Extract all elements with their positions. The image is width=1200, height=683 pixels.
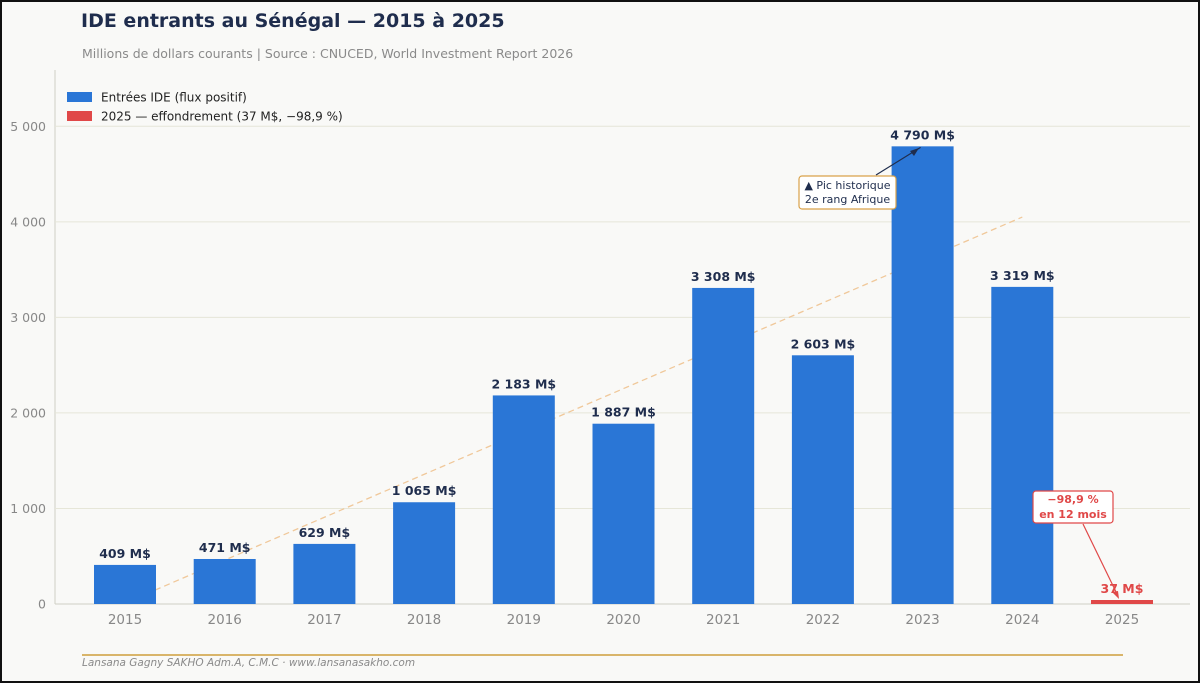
annotation-text-peak-line1: ▲ Pic historique xyxy=(804,179,890,192)
x-tick-label-2019: 2019 xyxy=(507,612,541,628)
annotation-arrowhead-peak xyxy=(910,148,919,156)
legend-label: Entrées IDE (flux positif) xyxy=(101,91,247,105)
bar-2018 xyxy=(393,502,456,604)
x-tick-label-2023: 2023 xyxy=(905,612,939,628)
bar-2022 xyxy=(791,355,854,604)
value-label-2016: 471 M$ xyxy=(199,540,251,555)
annotation-text-collapse-line2: en 12 mois xyxy=(1039,508,1107,521)
y-tick-label: 2 000 xyxy=(10,405,46,420)
y-tick-label: 5 000 xyxy=(10,119,46,134)
annotation-box-peak xyxy=(798,175,897,210)
footer-rule xyxy=(82,654,1123,656)
value-label-2019: 2 183 M$ xyxy=(491,376,556,391)
x-tick-label-2021: 2021 xyxy=(706,612,740,628)
x-tick-label-2017: 2017 xyxy=(307,612,341,628)
bar-2015 xyxy=(94,564,156,604)
chart-title: IDE entrants au Sénégal — 2015 à 2025 xyxy=(81,10,505,32)
legend-label: 2025 — effondrement (37 M$, −98,9 %) xyxy=(101,110,343,124)
value-label-2020: 1 887 M$ xyxy=(591,405,656,420)
value-label-2021: 3 308 M$ xyxy=(691,269,756,284)
bar-2024 xyxy=(991,286,1054,604)
bar-2025 xyxy=(1091,600,1153,604)
legend-swatch xyxy=(67,92,92,102)
value-label-2022: 2 603 M$ xyxy=(791,336,856,351)
annotation-arrow-collapse xyxy=(1082,523,1119,597)
value-label-2017: 629 M$ xyxy=(299,525,351,540)
bar-2021 xyxy=(692,287,755,604)
y-tick-label: 1 000 xyxy=(10,501,46,516)
value-label-2018: 1 065 M$ xyxy=(392,483,457,498)
value-label-2024: 3 319 M$ xyxy=(990,268,1055,283)
footer-credit: Lansana Gagny SAKHO Adm.A, C.M.C · www.l… xyxy=(82,657,416,669)
value-label-2023: 4 790 M$ xyxy=(890,127,955,142)
x-tick-label-2024: 2024 xyxy=(1005,612,1039,628)
value-label-2025: 37 M$ xyxy=(1101,581,1144,596)
x-tick-label-2015: 2015 xyxy=(108,612,142,628)
trend-line xyxy=(154,216,1023,591)
bar-2020 xyxy=(592,423,655,604)
annotation-arrowhead-collapse xyxy=(1112,591,1119,599)
annotation-text-peak-line2: 2e rang Afrique xyxy=(805,193,891,206)
y-tick-label: 3 000 xyxy=(10,310,46,325)
bar-2019 xyxy=(492,395,555,604)
x-tick-label-2022: 2022 xyxy=(806,612,840,628)
x-tick-label-2025: 2025 xyxy=(1105,612,1139,628)
x-tick-label-2018: 2018 xyxy=(407,612,441,628)
y-tick-label: 0 xyxy=(38,597,46,612)
x-tick-label-2016: 2016 xyxy=(208,612,242,628)
annotation-text-collapse-line1: −98,9 % xyxy=(1047,493,1098,506)
value-label-2015: 409 M$ xyxy=(99,546,151,561)
bar-2016 xyxy=(193,558,256,604)
x-tick-label-2020: 2020 xyxy=(606,612,640,628)
annotation-box-collapse xyxy=(1032,490,1114,524)
y-tick-label: 4 000 xyxy=(10,214,46,229)
chart-subtitle: Millions de dollars courants | Source : … xyxy=(82,46,574,61)
legend-swatch xyxy=(67,111,92,121)
bar-2023 xyxy=(891,146,954,604)
bar-2017 xyxy=(293,543,356,604)
